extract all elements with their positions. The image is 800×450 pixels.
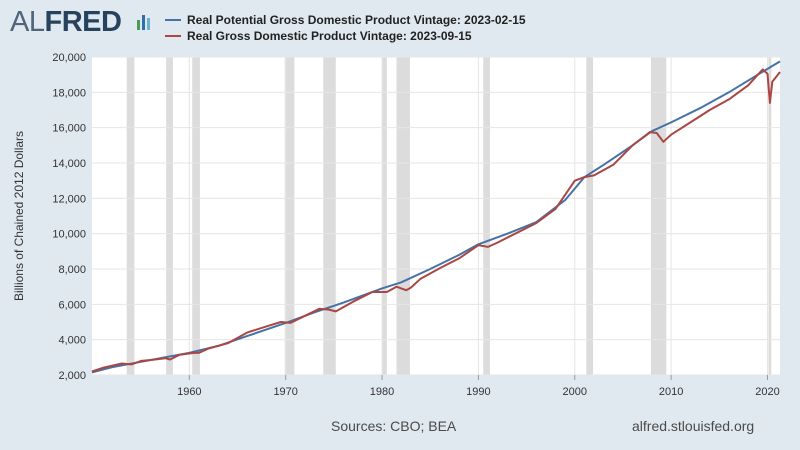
recession-band-8 (586, 57, 594, 375)
recession-band-0 (126, 57, 135, 375)
x-tick-label-2: 1980 (370, 386, 394, 398)
chart-header: ALFRED Real Potential Gross Domestic Pro… (0, 0, 800, 48)
recession-band-9 (650, 57, 667, 375)
y-tick-label-6: 14,000 (52, 158, 86, 170)
legend-item-potential: Real Potential Gross Domestic Product Vi… (165, 12, 526, 28)
y-tick-label-4: 10,000 (52, 229, 86, 241)
bar-chart-icon (137, 15, 150, 30)
legend-label-potential: Real Potential Gross Domestic Product Vi… (187, 13, 526, 27)
sources-text: Sources: CBO; BEA (331, 418, 457, 434)
y-tick-label-7: 16,000 (52, 123, 86, 135)
alfred-logo[interactable]: ALFRED (10, 6, 122, 39)
legend-swatch-real (165, 35, 181, 37)
y-tick-label-2: 6,000 (58, 299, 86, 311)
y-tick-label-0: 2,000 (58, 370, 86, 382)
y-tick-label-5: 12,000 (52, 193, 86, 205)
y-tick-label-1: 4,000 (58, 335, 86, 347)
recession-bands (126, 57, 772, 375)
x-tick-label-3: 1990 (466, 386, 490, 398)
series-line-real-gdp[interactable] (91, 68, 781, 373)
y-tick-label-3: 8,000 (58, 264, 86, 276)
recession-band-2 (192, 57, 200, 375)
recession-band-7 (483, 57, 490, 375)
x-tick-label-0: 1960 (177, 386, 201, 398)
y-axis-ticks: 2,000 4,000 6,000 8,000 10,000 12,000 14,000 16… (52, 52, 86, 382)
legend-swatch-potential (165, 19, 181, 21)
x-tick-label-1: 1970 (273, 386, 297, 398)
y-axis-label: Billions of Chained 2012 Dollars (12, 131, 26, 301)
recession-band-3 (284, 57, 295, 375)
y-tick-label-9: 20,000 (52, 52, 86, 64)
recession-band-1 (166, 57, 173, 375)
series-line-potential-gdp[interactable] (91, 60, 781, 374)
legend-item-real: Real Gross Domestic Product Vintage: 202… (165, 28, 526, 44)
grid-lines (92, 56, 780, 376)
logo-al-text: AL (10, 6, 45, 38)
recession-band-4 (323, 57, 336, 375)
y-tick-label-8: 18,000 (52, 87, 86, 99)
chart-legend: Real Potential Gross Domestic Product Vi… (165, 12, 526, 44)
source-url-link[interactable]: alfred.stlouisfed.org (632, 418, 755, 434)
x-tick-label-4: 2000 (563, 386, 587, 398)
recession-band-5 (382, 57, 387, 375)
logo-fred-text: FRED (44, 6, 122, 38)
recession-band-6 (396, 57, 410, 375)
legend-label-real: Real Gross Domestic Product Vintage: 202… (187, 29, 472, 43)
x-tick-label-6: 2020 (755, 386, 779, 398)
recession-band-10 (768, 57, 772, 375)
line-chart[interactable]: 2,000 4,000 6,000 8,000 10,000 12,000 14,000 16… (0, 0, 800, 410)
x-tick-label-5: 2010 (659, 386, 683, 398)
x-axis-ticks: 1960 1970 1980 1990 2000 2010 2020 (177, 375, 780, 398)
series-lines (91, 60, 781, 374)
